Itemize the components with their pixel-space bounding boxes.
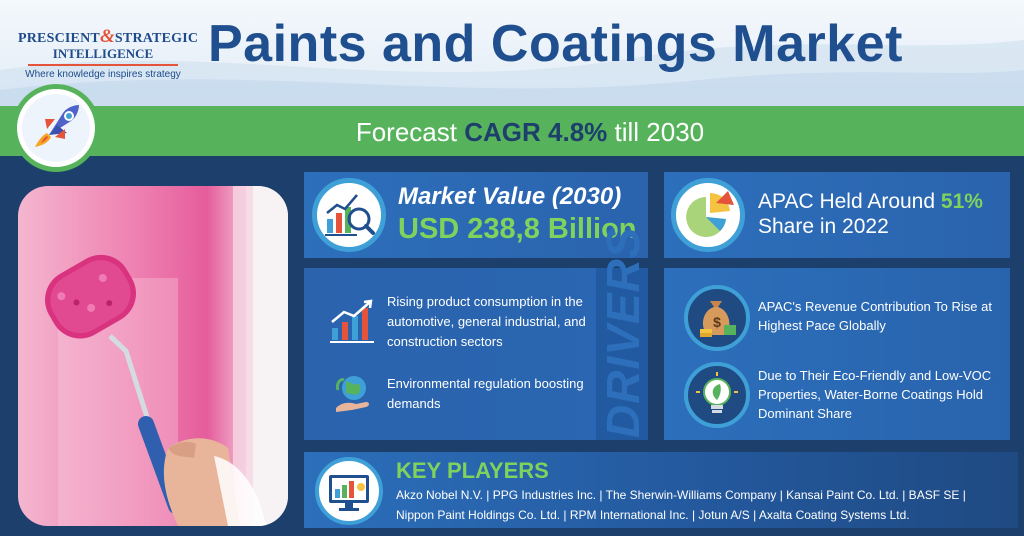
market-value-title: Market Value (2030) (398, 183, 622, 210)
market-value-amount: USD 238,8 Billion (398, 213, 637, 245)
eco-bulb-icon-badge (684, 362, 750, 428)
apac-share-prefix: APAC Held Around (758, 190, 936, 213)
money-bag-icon: $ (700, 301, 736, 337)
logo-word-prescient: PRESCIENT (18, 31, 100, 46)
banner-suffix: till 2030 (614, 117, 705, 147)
logo-tagline: Where knowledge inspires strategy (25, 69, 181, 80)
drivers-side-strip (596, 268, 648, 440)
logo-ampersand: & (99, 26, 115, 47)
drivers-card (304, 268, 648, 440)
svg-text:$: $ (713, 314, 721, 330)
logo-divider (28, 64, 178, 66)
logo-word-strategic: STRATEGIC (114, 31, 199, 46)
logo-word-intelligence: INTELLIGENCE (52, 46, 154, 61)
rocket-icon (22, 94, 90, 162)
paint-roller-photo (18, 186, 288, 526)
apac-share-line2: Share in 2022 (758, 215, 889, 238)
pie-chart-icon-badge (671, 178, 745, 252)
market-analysis-icon (325, 194, 375, 236)
cagr-banner-text: Forecast CAGR 4.8% till 2030 (0, 117, 1024, 148)
cagr-banner: Forecast CAGR 4.8% till 2030 (0, 106, 1024, 156)
key-players-line2: Nippon Paint Holdings Co. Ltd. | RPM Int… (396, 508, 910, 522)
apac-share-line1: APAC Held Around 51% (758, 190, 983, 214)
eco-bulb-icon (696, 372, 738, 413)
apac-share-percent: 51% (940, 190, 983, 213)
header: PRESCIENT&STRATEGIC INTELLIGENCE Where k… (0, 0, 1024, 106)
key-players-line1: Akzo Nobel N.V. | PPG Industries Inc. | … (396, 488, 966, 502)
rocket-badge (12, 84, 100, 172)
analytics-monitor-icon (329, 475, 369, 511)
key-players-icon-badge (315, 457, 383, 525)
opportunity-item-2-text: Due to Their Eco-Friendly and Low-VOC Pr… (758, 368, 992, 421)
company-logo[interactable]: PRESCIENT&STRATEGIC INTELLIGENCE Where k… (18, 26, 198, 80)
drivers-label: DRIVERS (597, 226, 649, 438)
header-wave-decoration (0, 40, 1024, 106)
paint-roller-illustration (45, 186, 288, 526)
key-players-title: KEY PLAYERS (396, 458, 549, 483)
key-players-card (304, 452, 1018, 528)
pie-chart-icon (686, 191, 734, 237)
eco-globe-hand-icon (336, 376, 369, 412)
driver-item-2-text: Environmental regulation boosting demand… (387, 376, 584, 411)
opportunity-item-1-text: APAC's Revenue Contribution To Rise at H… (758, 299, 992, 333)
money-bag-icon-badge: $ (684, 285, 750, 351)
growth-chart-icon (330, 299, 374, 343)
banner-cagr-highlight: CAGR 4.8% (464, 117, 608, 147)
driver-item-1-text: Rising product consumption in the automo… (387, 294, 586, 349)
banner-prefix: Forecast (355, 117, 457, 147)
page-title: Paints and Coatings Market (208, 15, 903, 73)
market-analysis-icon-badge (312, 178, 386, 252)
